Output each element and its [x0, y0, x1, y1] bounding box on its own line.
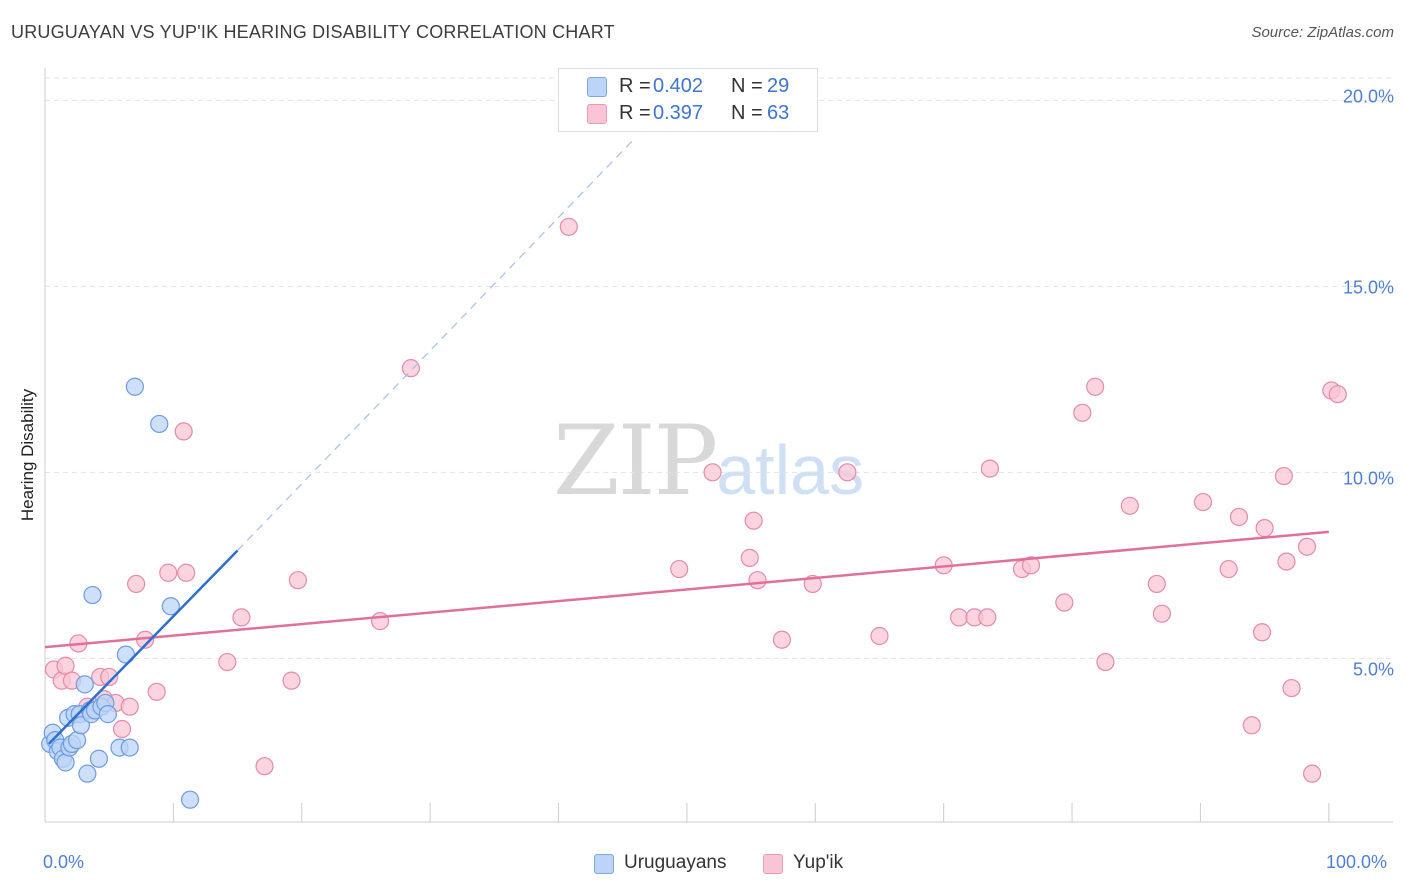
point-uruguayans-6 [56, 753, 75, 772]
source-label: Source: ZipAtlas.com [1251, 24, 1394, 41]
stats-n-label-uruguayans: N = [731, 75, 763, 97]
y-axis-label: Hearing Disability [18, 388, 37, 522]
point-uruguayans-14 [75, 675, 94, 694]
trendline-yupik [44, 530, 1329, 649]
point-yupik-49 [1152, 604, 1172, 623]
point-yupik-40 [980, 459, 999, 478]
point-yupik-34 [838, 463, 857, 482]
point-yupik-19 [218, 652, 237, 672]
point-uruguayans-30 [180, 790, 200, 809]
legend-swatch-uruguayans [594, 854, 614, 874]
stats-r-value-yupik: 0.397 [653, 102, 704, 124]
point-yupik-62 [1328, 385, 1347, 404]
y-tick-label-20: 20.0% [1342, 86, 1394, 107]
point-yupik-37 [949, 608, 969, 627]
point-yupik-15 [147, 682, 166, 701]
point-yupik-59 [1297, 537, 1317, 556]
stats-swatch-yupik [587, 104, 607, 124]
point-yupik-30 [744, 511, 763, 530]
point-yupik-24 [370, 612, 390, 631]
point-yupik-54 [1252, 623, 1272, 642]
point-yupik-32 [772, 630, 792, 649]
stats-r-value-uruguayans: 0.402 [653, 75, 704, 97]
point-yupik-11 [112, 719, 132, 739]
point-yupik-51 [1219, 559, 1238, 579]
point-yupik-13 [127, 574, 146, 594]
point-yupik-16 [159, 563, 178, 582]
point-yupik-25 [401, 359, 420, 378]
point-yupik-56 [1274, 466, 1293, 486]
point-yupik-18 [177, 563, 196, 582]
point-yupik-44 [1073, 403, 1092, 422]
point-yupik-50 [1193, 492, 1213, 512]
x-tick-label-min: 0.0% [43, 852, 85, 872]
point-yupik-53 [1242, 716, 1261, 735]
legend-label-uruguayans: Uruguayans [624, 852, 727, 873]
point-yupik-28 [703, 463, 722, 482]
chart-title: URUGUAYAN VS YUP'IK HEARING DISABILITY C… [11, 22, 615, 42]
point-yupik-58 [1282, 678, 1301, 698]
y-tick-label-10: 10.0% [1342, 468, 1394, 489]
point-uruguayans-13 [71, 716, 91, 735]
point-yupik-42 [1021, 556, 1041, 575]
point-uruguayans-18 [83, 585, 102, 605]
point-yupik-35 [870, 626, 889, 646]
point-uruguayans-23 [98, 705, 118, 724]
point-yupik-22 [282, 671, 301, 690]
point-yupik-29 [740, 548, 759, 567]
point-yupik-52 [1229, 507, 1249, 527]
point-uruguayans-29 [161, 597, 180, 616]
point-yupik-43 [1055, 593, 1074, 612]
point-yupik-57 [1277, 552, 1296, 571]
x-tick-label-max: 100.0% [1326, 852, 1388, 872]
point-yupik-12 [120, 697, 139, 716]
point-yupik-17 [174, 422, 193, 441]
point-yupik-47 [1120, 496, 1139, 515]
point-yupik-46 [1096, 652, 1115, 672]
y-tick-label-5: 5.0% [1352, 659, 1394, 680]
point-yupik-20 [232, 608, 251, 627]
point-yupik-9 [100, 667, 119, 687]
point-yupik-31 [748, 571, 767, 590]
stats-n-label-yupik: N = [731, 102, 763, 124]
legend-label-yupik: Yup'ik [793, 852, 844, 873]
point-uruguayans-11 [67, 731, 87, 750]
point-yupik-48 [1147, 574, 1166, 594]
point-yupik-55 [1255, 519, 1274, 538]
point-uruguayans-15 [78, 764, 97, 783]
stats-swatch-uruguayans [587, 77, 607, 97]
point-yupik-26 [559, 217, 578, 236]
point-uruguayans-28 [150, 414, 169, 434]
y-tick-label-15: 15.0% [1342, 277, 1394, 298]
watermark-zip: ZIP [553, 405, 718, 517]
stats-box: R = 0.402 N = 29 R = 0.397 N = 63 [558, 68, 818, 132]
point-yupik-23 [288, 571, 308, 590]
point-uruguayans-27 [125, 377, 144, 396]
point-yupik-45 [1086, 377, 1105, 396]
point-yupik-60 [1303, 764, 1322, 783]
point-uruguayans-26 [120, 738, 139, 757]
stats-r-label-yupik: R = [619, 102, 651, 124]
trendline-uruguayans-extension [237, 137, 637, 551]
stats-r-label-uruguayans: R = [619, 75, 651, 97]
legend-swatch-yupik [763, 854, 783, 874]
stats-n-value-yupik: 63 [767, 102, 790, 124]
point-uruguayans-20 [89, 749, 109, 768]
point-yupik-27 [670, 559, 689, 579]
trendline-uruguayans [47, 549, 239, 745]
stats-n-value-uruguayans: 29 [767, 75, 790, 97]
point-yupik-39 [978, 608, 997, 627]
point-yupik-21 [255, 757, 274, 776]
